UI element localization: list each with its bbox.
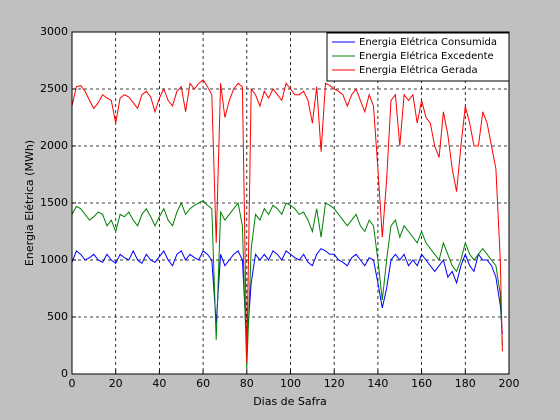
x-tick-label: 80 xyxy=(240,377,254,390)
x-tick-label: 20 xyxy=(109,377,123,390)
x-tick-label: 180 xyxy=(455,377,476,390)
x-tick-label: 120 xyxy=(324,377,345,390)
x-tick-label: 100 xyxy=(280,377,301,390)
data-line xyxy=(71,79,503,363)
y-tick-label: 2000 xyxy=(40,139,68,152)
y-tick-label: 0 xyxy=(61,367,68,380)
x-tick-label: 0 xyxy=(69,377,76,390)
y-tick-label: 2500 xyxy=(40,82,68,95)
y-tick-label: 500 xyxy=(47,310,68,323)
legend-box xyxy=(326,32,510,82)
data-line xyxy=(71,200,503,369)
y-tick-label: 1500 xyxy=(40,196,68,209)
data-line xyxy=(71,247,503,346)
x-tick-label: 140 xyxy=(367,377,388,390)
x-tick-label: 60 xyxy=(196,377,210,390)
x-tick-label: 200 xyxy=(499,377,520,390)
y-tick-label: 3000 xyxy=(40,25,68,38)
x-tick-label: 40 xyxy=(152,377,166,390)
y-axis-label: Energia Elétrica (MWh) xyxy=(23,140,36,266)
legend-label: Energia Elétrica Excedente xyxy=(359,50,494,62)
x-axis-label: Dias de Safra xyxy=(253,395,327,408)
legend-label: Energia Elétrica Consumida xyxy=(359,36,497,48)
legend-label: Energia Elétrica Gerada xyxy=(359,64,478,76)
y-tick-label: 1000 xyxy=(40,253,68,266)
x-tick-label: 160 xyxy=(411,377,432,390)
